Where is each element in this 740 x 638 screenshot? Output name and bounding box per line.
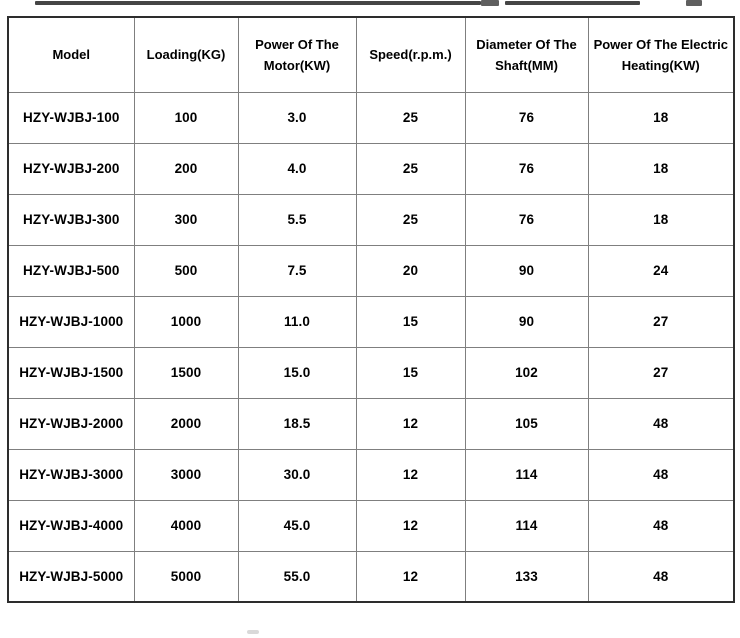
header-line: Motor(KW) bbox=[263, 57, 331, 73]
cell-shaft-diameter: 114 bbox=[464, 499, 589, 552]
cell-motor-power: 30.0 bbox=[237, 448, 357, 501]
cell-shaft-diameter: 76 bbox=[464, 142, 589, 195]
cell-loading: 3000 bbox=[133, 448, 239, 501]
header-line: Speed(r.p.m.) bbox=[369, 47, 452, 63]
cell-loading: 100 bbox=[133, 91, 239, 144]
cell-heating-power: 27 bbox=[587, 295, 735, 348]
cell-speed: 25 bbox=[355, 193, 466, 246]
cell-loading: 5000 bbox=[133, 550, 239, 603]
cell-heating-power: 18 bbox=[587, 91, 735, 144]
column-header-motor-power: Power Of The Motor(KW) bbox=[237, 16, 357, 93]
cell-shaft-diameter: 76 bbox=[464, 193, 589, 246]
cell-loading: 300 bbox=[133, 193, 239, 246]
cell-speed: 25 bbox=[355, 142, 466, 195]
remnant-segment bbox=[35, 1, 481, 5]
cell-shaft-diameter: 105 bbox=[464, 397, 589, 450]
header-line: Power Of The bbox=[255, 36, 339, 52]
header-line: Model bbox=[52, 47, 91, 63]
cell-motor-power: 5.5 bbox=[237, 193, 357, 246]
cell-shaft-diameter: 90 bbox=[464, 295, 589, 348]
header-line: Heating(KW) bbox=[621, 57, 700, 73]
cell-speed: 12 bbox=[355, 550, 466, 603]
table-row: HZY-WJBJ-3000 3000 30.0 12 114 48 bbox=[7, 448, 735, 501]
column-header-model: Model bbox=[7, 16, 135, 93]
cell-heating-power: 48 bbox=[587, 550, 735, 603]
remnant-segment bbox=[686, 0, 702, 6]
cell-motor-power: 3.0 bbox=[237, 91, 357, 144]
cell-shaft-diameter: 102 bbox=[464, 346, 589, 399]
cell-model: HZY-WJBJ-5000 bbox=[7, 550, 135, 603]
cell-loading: 4000 bbox=[133, 499, 239, 552]
cell-model: HZY-WJBJ-3000 bbox=[7, 448, 135, 501]
cell-speed: 15 bbox=[355, 295, 466, 348]
cell-motor-power: 55.0 bbox=[237, 550, 357, 603]
cell-shaft-diameter: 76 bbox=[464, 91, 589, 144]
cropped-text-remnant-bottom bbox=[247, 630, 259, 634]
cell-motor-power: 15.0 bbox=[237, 346, 357, 399]
table-row: HZY-WJBJ-1500 1500 15.0 15 102 27 bbox=[7, 346, 735, 399]
cell-model: HZY-WJBJ-300 bbox=[7, 193, 135, 246]
column-header-shaft-diameter: Diameter Of The Shaft(MM) bbox=[464, 16, 589, 93]
cell-heating-power: 18 bbox=[587, 142, 735, 195]
cell-speed: 15 bbox=[355, 346, 466, 399]
table-row: HZY-WJBJ-5000 5000 55.0 12 133 48 bbox=[7, 550, 735, 603]
cell-loading: 200 bbox=[133, 142, 239, 195]
cell-speed: 12 bbox=[355, 397, 466, 450]
cell-motor-power: 11.0 bbox=[237, 295, 357, 348]
column-header-speed: Speed(r.p.m.) bbox=[355, 16, 466, 93]
cell-speed: 12 bbox=[355, 499, 466, 552]
cell-model: HZY-WJBJ-100 bbox=[7, 91, 135, 144]
cell-heating-power: 24 bbox=[587, 244, 735, 297]
header-row: Model Loading(KG) Power Of The Motor(KW)… bbox=[7, 16, 735, 93]
cell-speed: 20 bbox=[355, 244, 466, 297]
cell-shaft-diameter: 90 bbox=[464, 244, 589, 297]
cell-model: HZY-WJBJ-200 bbox=[7, 142, 135, 195]
cell-loading: 1500 bbox=[133, 346, 239, 399]
header-line: Diameter Of The bbox=[476, 36, 577, 52]
table-row: HZY-WJBJ-100 100 3.0 25 76 18 bbox=[7, 91, 735, 144]
cell-heating-power: 18 bbox=[587, 193, 735, 246]
cell-motor-power: 7.5 bbox=[237, 244, 357, 297]
table-row: HZY-WJBJ-500 500 7.5 20 90 24 bbox=[7, 244, 735, 297]
column-header-heating-power: Power Of The Electric Heating(KW) bbox=[587, 16, 735, 93]
cell-motor-power: 18.5 bbox=[237, 397, 357, 450]
table-row: HZY-WJBJ-200 200 4.0 25 76 18 bbox=[7, 142, 735, 195]
cell-shaft-diameter: 133 bbox=[464, 550, 589, 603]
cell-loading: 1000 bbox=[133, 295, 239, 348]
table-row: HZY-WJBJ-4000 4000 45.0 12 114 48 bbox=[7, 499, 735, 552]
cell-heating-power: 48 bbox=[587, 499, 735, 552]
cell-heating-power: 48 bbox=[587, 397, 735, 450]
cell-model: HZY-WJBJ-500 bbox=[7, 244, 135, 297]
specs-table: Model Loading(KG) Power Of The Motor(KW)… bbox=[7, 16, 735, 603]
cell-motor-power: 45.0 bbox=[237, 499, 357, 552]
header-line: Shaft(MM) bbox=[495, 57, 558, 73]
header-line: Power Of The Electric bbox=[593, 36, 728, 52]
table-row: HZY-WJBJ-1000 1000 11.0 15 90 27 bbox=[7, 295, 735, 348]
cell-model: HZY-WJBJ-4000 bbox=[7, 499, 135, 552]
cell-shaft-diameter: 114 bbox=[464, 448, 589, 501]
cell-model: HZY-WJBJ-2000 bbox=[7, 397, 135, 450]
cropped-text-remnant-top bbox=[0, 0, 740, 8]
cell-heating-power: 27 bbox=[587, 346, 735, 399]
cell-model: HZY-WJBJ-1000 bbox=[7, 295, 135, 348]
remnant-segment bbox=[505, 1, 640, 5]
cell-speed: 25 bbox=[355, 91, 466, 144]
cell-loading: 500 bbox=[133, 244, 239, 297]
cell-loading: 2000 bbox=[133, 397, 239, 450]
remnant-segment bbox=[481, 0, 499, 6]
column-header-loading: Loading(KG) bbox=[133, 16, 239, 93]
table-row: HZY-WJBJ-300 300 5.5 25 76 18 bbox=[7, 193, 735, 246]
table-row: HZY-WJBJ-2000 2000 18.5 12 105 48 bbox=[7, 397, 735, 450]
header-line: Loading(KG) bbox=[146, 47, 226, 63]
cell-heating-power: 48 bbox=[587, 448, 735, 501]
cell-speed: 12 bbox=[355, 448, 466, 501]
cell-motor-power: 4.0 bbox=[237, 142, 357, 195]
cell-model: HZY-WJBJ-1500 bbox=[7, 346, 135, 399]
